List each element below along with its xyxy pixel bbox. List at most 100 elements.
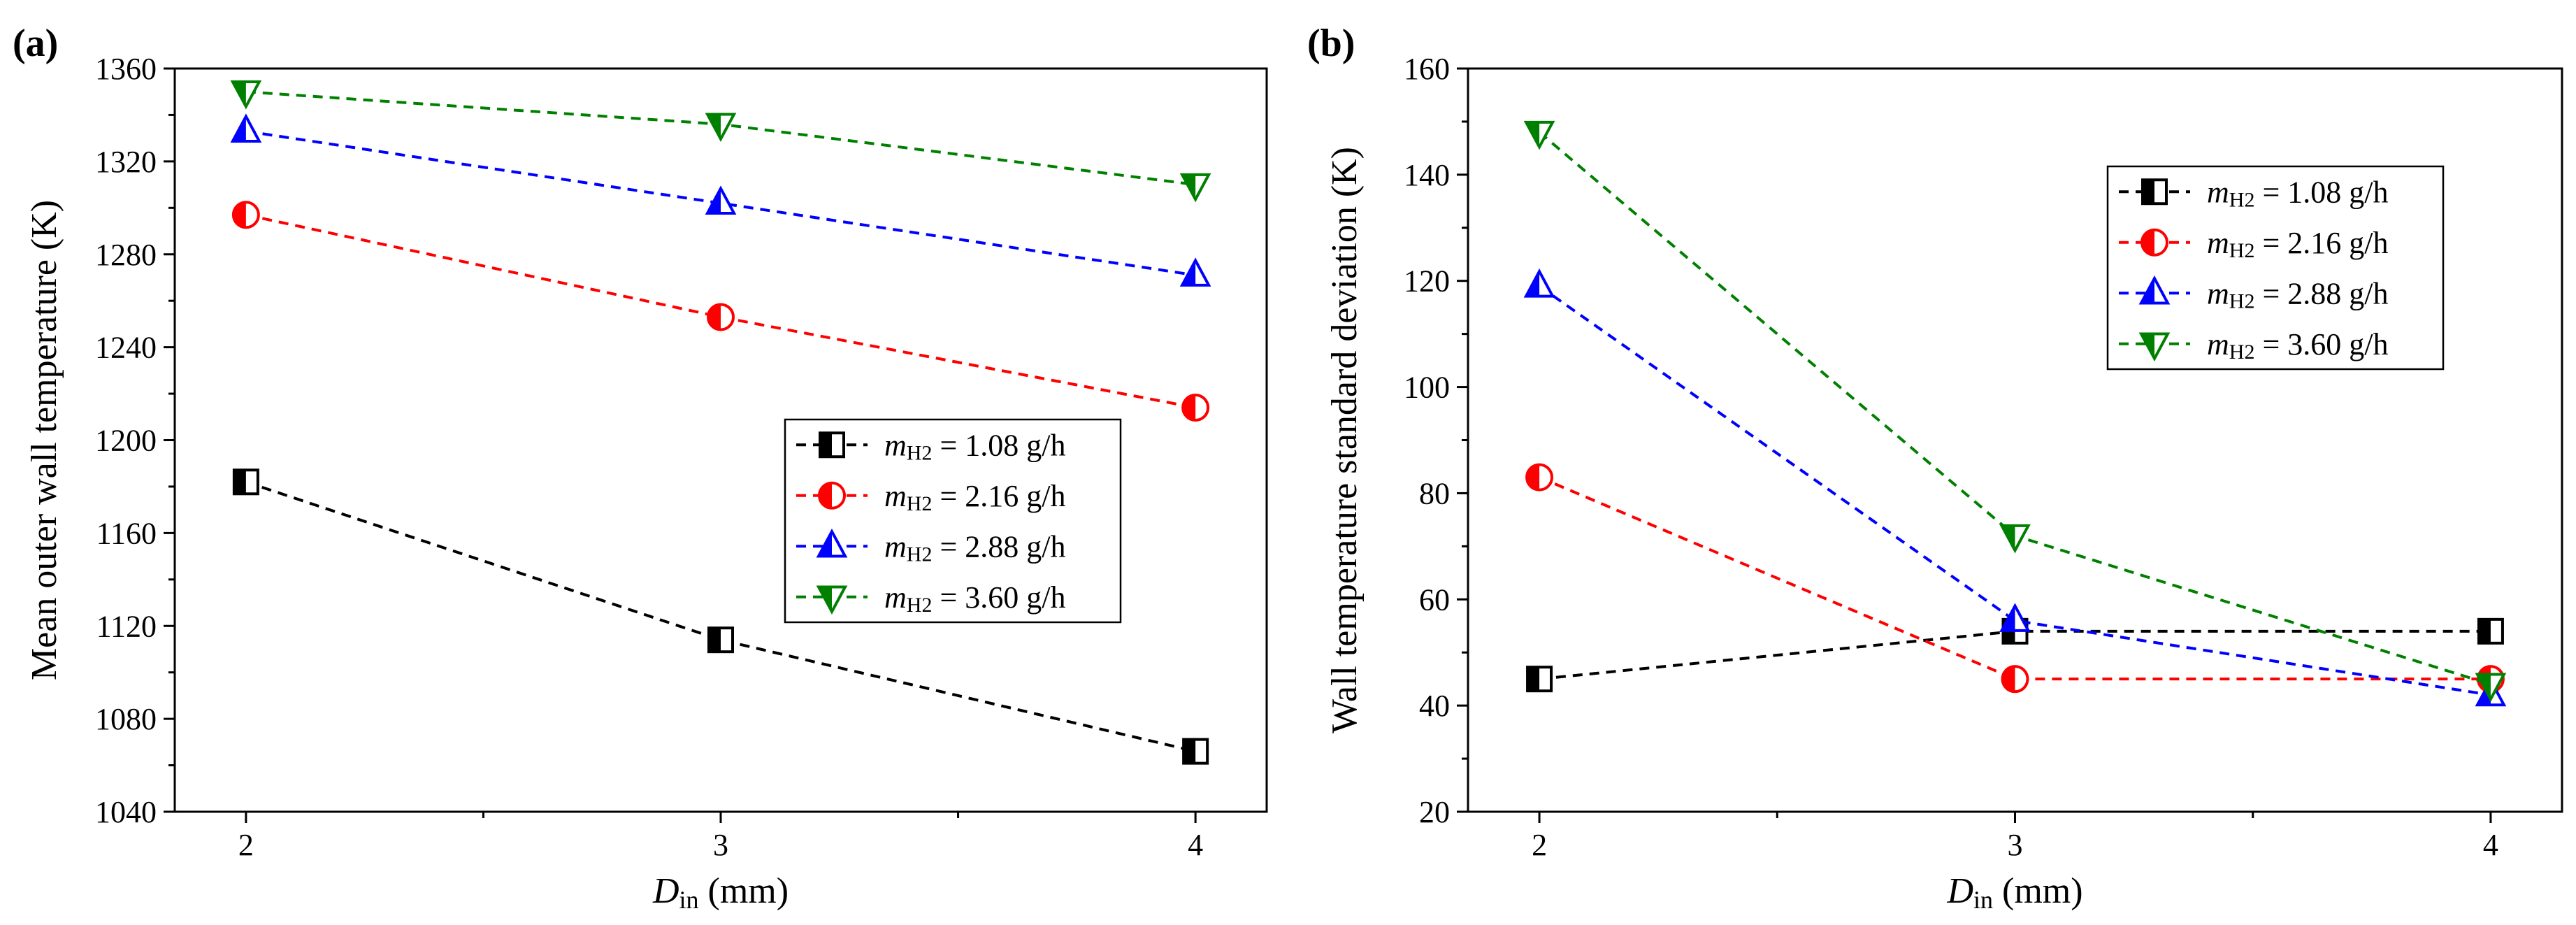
x-tick-label: 3 — [713, 828, 728, 862]
legend-label-var: m — [884, 529, 907, 564]
x-tick-label: 3 — [2008, 828, 2023, 862]
legend-marker — [2138, 275, 2171, 305]
data-point — [1182, 738, 1209, 765]
legend-label: mH2 = 2.16 g/h — [2207, 226, 2389, 262]
legend-label-value: = 1.08 g/h — [932, 428, 1065, 462]
data-point-fill — [232, 81, 259, 107]
data-point-fill — [2001, 605, 2015, 631]
legend-label-var: m — [884, 428, 907, 462]
legend-label-sub: H2 — [2229, 188, 2255, 211]
data-point — [1526, 666, 1553, 693]
data-point — [232, 468, 259, 496]
data-point — [230, 113, 262, 143]
series-line — [1539, 475, 2491, 681]
y-tick-label: 80 — [1419, 476, 1450, 510]
y-tick-label: 100 — [1404, 371, 1450, 405]
legend-marker-fill — [819, 587, 845, 612]
data-point-fill — [1182, 174, 1209, 200]
data-point — [1523, 120, 1555, 150]
legend-label: mH2 = 3.60 g/h — [884, 580, 1066, 617]
legend-label-sub: H2 — [907, 492, 933, 515]
data-point — [1181, 393, 1210, 422]
legend-label-sub: H2 — [907, 543, 933, 566]
y-tick-label: 40 — [1419, 689, 1450, 723]
data-point — [1179, 257, 1211, 287]
x-axis-title-unit: (mm) — [1993, 871, 2083, 911]
y-tick-label: 1040 — [95, 795, 157, 829]
data-point-fill — [232, 116, 246, 141]
y-tick-label: 1360 — [95, 52, 157, 86]
legend-label: mH2 = 2.88 g/h — [2207, 276, 2389, 313]
y-tick-label: 120 — [1404, 264, 1450, 299]
legend-label: mH2 = 2.16 g/h — [884, 479, 1066, 515]
legend-label-value: = 3.60 g/h — [932, 580, 1065, 615]
legend-marker — [2140, 228, 2168, 257]
legend-label-var: m — [884, 580, 907, 615]
legend-item: mH2 = 3.60 g/h — [796, 580, 1066, 617]
legend-label-sub: H2 — [2229, 289, 2255, 313]
data-point-fill — [1182, 260, 1196, 285]
legend-label-value: = 1.08 g/h — [2254, 175, 2388, 209]
y-tick-label: 1200 — [95, 424, 157, 458]
data-point — [1525, 463, 1554, 492]
y-tick-label: 1280 — [95, 238, 157, 272]
legend-item: mH2 = 1.08 g/h — [796, 428, 1066, 464]
legend-label-sub: H2 — [907, 441, 933, 464]
legend-marker — [819, 431, 845, 459]
chart-panel-a: (a) 1040 1080 1120 1160 1200 1240 1280 1320 1360 2… — [13, 22, 1268, 914]
y-tick-label: 1240 — [95, 331, 157, 365]
data-point — [2475, 673, 2507, 703]
legend-label-var: m — [884, 479, 907, 513]
data-point-fill — [1527, 667, 1540, 691]
data-point-fill — [233, 202, 246, 228]
legend-label-value: = 3.60 g/h — [2254, 327, 2388, 361]
data-point — [2477, 617, 2504, 645]
legend-item: mH2 = 3.60 g/h — [2119, 327, 2389, 364]
series-line — [1538, 285, 2491, 696]
legend-label-var: m — [2207, 226, 2229, 260]
legend-item: mH2 = 2.16 g/h — [2119, 226, 2389, 262]
legend-marker-fill — [2141, 278, 2154, 303]
series-2 — [1525, 463, 2505, 694]
data-point-fill — [707, 188, 721, 213]
legend-label-value: = 2.88 g/h — [2254, 276, 2388, 310]
legend-label-var: m — [2207, 175, 2229, 209]
x-tick-label: 2 — [1532, 828, 1547, 862]
legend-marker-fill — [2141, 334, 2168, 359]
series-4 — [230, 80, 1211, 203]
x-axis-title-var: D — [652, 871, 679, 911]
legend-label-value: = 2.16 g/h — [932, 479, 1065, 513]
series-4 — [1523, 120, 2507, 703]
legend-label: mH2 = 1.08 g/h — [2207, 175, 2389, 211]
data-point-fill — [1183, 394, 1196, 420]
y-tick-label: 1160 — [96, 516, 157, 550]
legend-item: mH2 = 2.88 g/h — [796, 528, 1066, 566]
data-point — [1523, 268, 1555, 298]
series-line — [245, 213, 1196, 409]
data-point — [1999, 524, 2031, 554]
data-point — [707, 303, 735, 331]
data-point-fill — [233, 470, 246, 494]
data-point — [230, 80, 262, 110]
legend-marker — [816, 585, 848, 615]
legend-marker-fill — [819, 482, 832, 508]
series-2 — [231, 201, 1210, 422]
x-axis-title: Din (mm) — [1946, 871, 2082, 914]
legend-label: mH2 = 1.08 g/h — [884, 428, 1066, 464]
y-tick-label: 140 — [1404, 158, 1450, 192]
data-point-fill — [1526, 122, 1553, 148]
data-point-fill — [2001, 525, 2029, 551]
data-point — [705, 113, 737, 143]
legend-label-sub: H2 — [2229, 239, 2255, 262]
series-3 — [1523, 268, 2507, 707]
y-tick-label: 60 — [1419, 582, 1450, 617]
y-axis-title: Wall temperature standard deviation (K) — [1325, 147, 1365, 733]
legend-item: mH2 = 2.88 g/h — [2119, 275, 2389, 313]
legend-marker-fill — [819, 531, 832, 557]
data-point-fill — [1183, 739, 1196, 763]
legend-marker — [816, 528, 848, 558]
data-point-fill — [1526, 271, 1540, 296]
x-tick-label: 4 — [1188, 828, 1203, 862]
legend-label-sub: H2 — [907, 594, 933, 617]
legend-label-value: = 2.16 g/h — [2254, 226, 2388, 260]
